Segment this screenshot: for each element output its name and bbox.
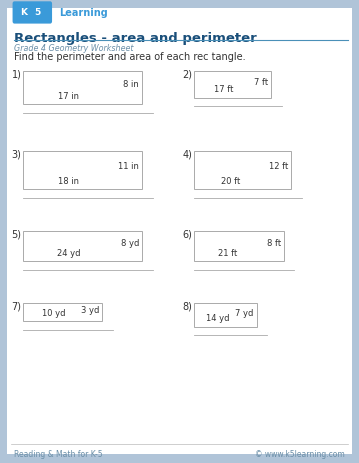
Text: 7): 7) [11, 301, 22, 311]
Text: Rectangles - area and perimeter: Rectangles - area and perimeter [14, 31, 257, 44]
Text: Learning: Learning [59, 8, 108, 18]
Text: Reading & Math for K-5: Reading & Math for K-5 [14, 449, 103, 458]
Bar [194, 72, 271, 99]
Bar [194, 232, 284, 262]
Text: 7 yd: 7 yd [236, 308, 254, 317]
FancyBboxPatch shape [13, 2, 52, 25]
Text: 7 ft: 7 ft [254, 77, 268, 87]
Bar [194, 303, 257, 327]
Bar [23, 232, 142, 262]
Bar [194, 152, 291, 190]
Text: 10 yd: 10 yd [42, 308, 65, 317]
Text: 14 yd: 14 yd [206, 314, 229, 323]
Text: 11 in: 11 in [118, 162, 139, 171]
Text: 18 in: 18 in [58, 176, 79, 185]
Text: 24 yd: 24 yd [57, 248, 80, 257]
Text: 17 in: 17 in [58, 92, 79, 100]
Text: 8 in: 8 in [123, 80, 139, 89]
Text: 3): 3) [11, 150, 22, 160]
Text: 1): 1) [11, 69, 22, 80]
Text: 3 yd: 3 yd [81, 306, 99, 315]
Text: 20 ft: 20 ft [221, 176, 240, 185]
Text: Grade 4 Geometry Worksheet: Grade 4 Geometry Worksheet [14, 44, 134, 52]
Text: 8): 8) [182, 301, 192, 311]
Text: 8 ft: 8 ft [267, 238, 281, 247]
Text: Find the perimeter and area of each rec tangle.: Find the perimeter and area of each rec … [14, 52, 246, 62]
Bar [23, 72, 142, 105]
Text: © www.k5learning.com: © www.k5learning.com [255, 449, 345, 458]
Text: 6): 6) [182, 229, 192, 239]
Text: 2): 2) [182, 69, 192, 80]
Text: 21 ft: 21 ft [218, 248, 238, 257]
Text: 5: 5 [34, 8, 41, 18]
Text: 12 ft: 12 ft [269, 162, 288, 171]
Text: K: K [20, 8, 27, 18]
Text: 17 ft: 17 ft [214, 85, 233, 94]
Text: 4): 4) [182, 150, 192, 160]
Text: 5): 5) [11, 229, 22, 239]
Text: 8 yd: 8 yd [121, 238, 139, 247]
Bar [23, 152, 142, 190]
Bar [23, 303, 102, 322]
